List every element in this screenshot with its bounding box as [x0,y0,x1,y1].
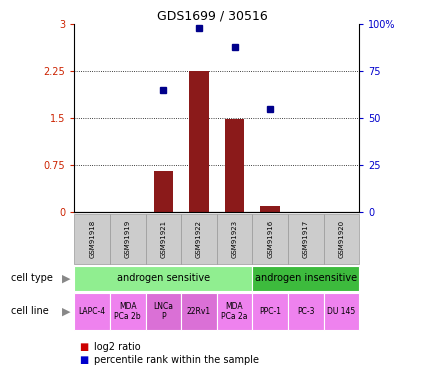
Bar [74,292,110,330]
Text: GSM91922: GSM91922 [196,220,202,258]
Text: cell type: cell type [11,273,53,284]
Bar [288,292,323,330]
Text: GSM91916: GSM91916 [267,220,273,258]
Text: MDA
PCa 2a: MDA PCa 2a [221,302,248,321]
Bar [74,266,252,291]
Text: percentile rank within the sample: percentile rank within the sample [94,355,258,365]
Bar [225,119,244,212]
Bar [261,206,280,212]
Text: androgen sensitive: androgen sensitive [117,273,210,284]
Text: 22Rv1: 22Rv1 [187,307,211,316]
Bar [252,266,359,291]
Bar [153,171,173,212]
Bar [74,214,110,264]
Bar [323,292,359,330]
Text: GSM91917: GSM91917 [303,220,309,258]
Text: GDS1699 / 30516: GDS1699 / 30516 [157,9,268,22]
Text: GSM91923: GSM91923 [232,220,238,258]
Text: LNCa
P: LNCa P [153,302,173,321]
Bar [252,292,288,330]
Text: androgen insensitive: androgen insensitive [255,273,357,284]
Bar [252,214,288,264]
Text: ▶: ▶ [62,273,70,284]
Text: GSM91921: GSM91921 [160,220,166,258]
Bar [323,214,359,264]
Text: cell line: cell line [11,306,48,316]
Bar [181,292,217,330]
Text: ■: ■ [79,342,88,352]
Bar [181,214,217,264]
Text: GSM91918: GSM91918 [89,220,95,258]
Bar [145,214,181,264]
Text: DU 145: DU 145 [327,307,355,316]
Bar [145,292,181,330]
Bar [110,292,145,330]
Bar [217,214,252,264]
Text: ■: ■ [79,355,88,365]
Text: GSM91920: GSM91920 [338,220,344,258]
Text: PPC-1: PPC-1 [259,307,281,316]
Bar [110,214,145,264]
Text: log2 ratio: log2 ratio [94,342,140,352]
Bar [189,71,209,212]
Bar [217,292,252,330]
Text: LAPC-4: LAPC-4 [79,307,106,316]
Text: ▶: ▶ [62,306,70,316]
Text: MDA
PCa 2b: MDA PCa 2b [114,302,141,321]
Text: GSM91919: GSM91919 [125,220,131,258]
Text: PC-3: PC-3 [297,307,314,316]
Bar [288,214,323,264]
